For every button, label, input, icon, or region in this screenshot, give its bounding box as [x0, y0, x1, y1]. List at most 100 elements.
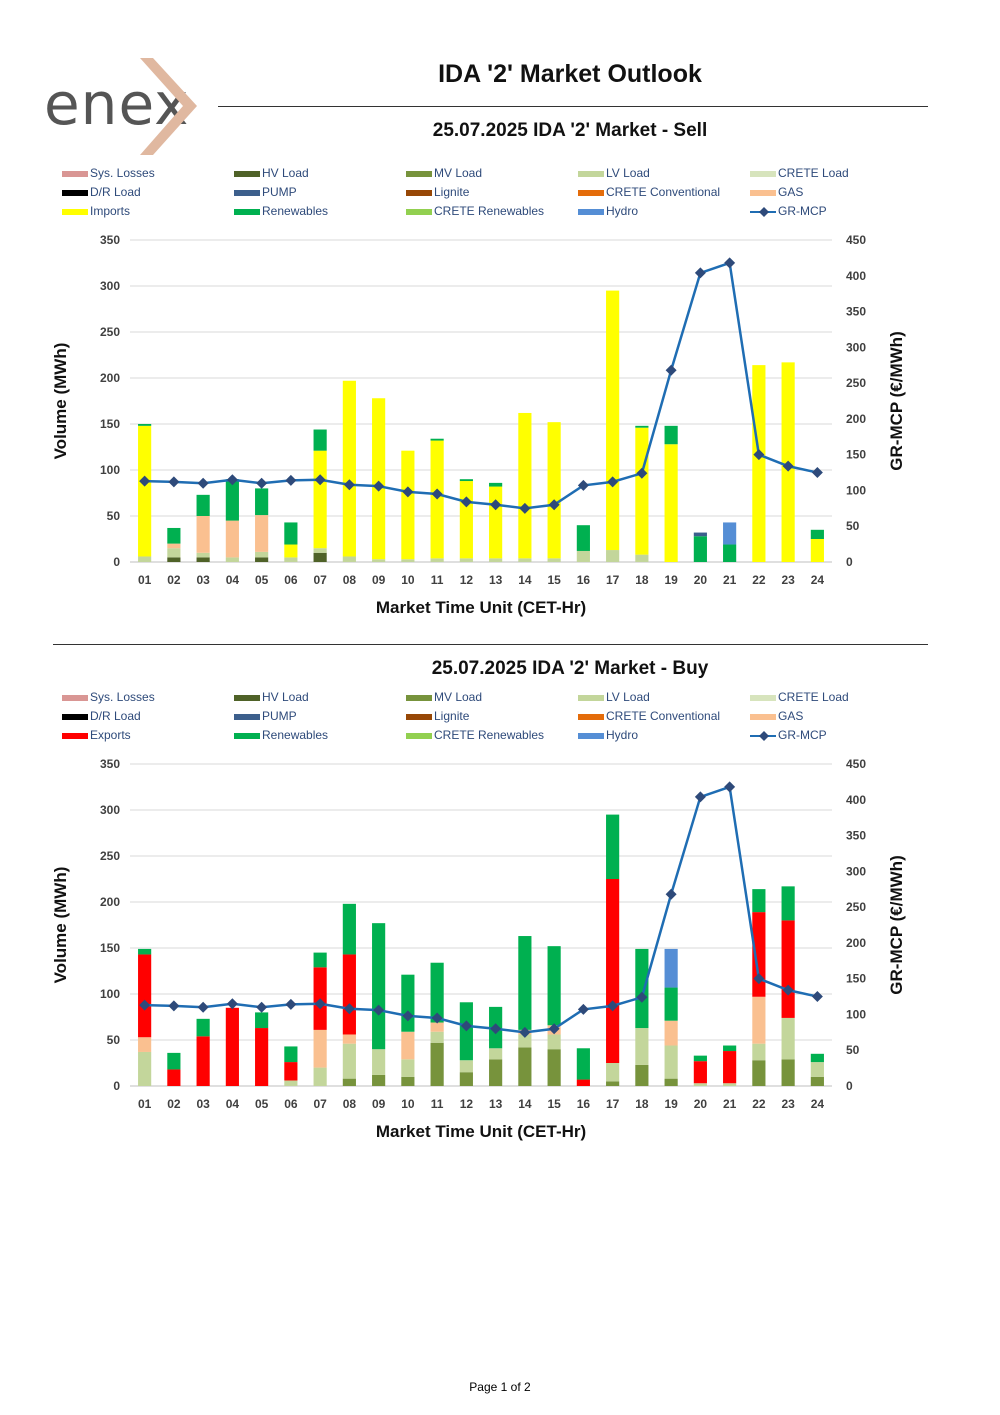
legend-swatch: [750, 170, 776, 177]
y-axis-label: Volume (MWh): [51, 867, 70, 984]
x-tick-label: 13: [489, 1097, 503, 1111]
y-tick-label: 300: [100, 803, 120, 817]
buy-gr-mcp-point-21: [724, 781, 736, 793]
x-tick-label: 13: [489, 573, 503, 587]
buy-legend-item-mv-load: MV Load: [406, 690, 482, 704]
sell-bar-imports-18: [635, 427, 649, 555]
buy-legend-item-crete-renewables: CRETE Renewables: [406, 728, 544, 742]
y-tick-label: 50: [107, 509, 121, 523]
x-tick-label: 19: [664, 1097, 678, 1111]
legend-label: CRETE Renewables: [434, 728, 545, 742]
buy-bar-mv-load-22: [752, 1060, 766, 1086]
sell-bar-renewables-02: [167, 527, 181, 544]
sell-bar-gas-04: [225, 520, 239, 558]
sell-bar-renewables-24: [810, 529, 824, 539]
legend-label: CRETE Load: [778, 690, 849, 704]
sell-legend-item-crete-load: CRETE Load: [750, 166, 849, 180]
legend-swatch: [406, 713, 432, 720]
sell-gr-mcp-point-14: [519, 502, 531, 514]
legend-swatch: [234, 713, 260, 720]
y-tick-label: 350: [100, 233, 120, 247]
x-tick-label: 15: [547, 1097, 561, 1111]
x-tick-label: 10: [401, 1097, 415, 1111]
y-tick-label: 350: [100, 757, 120, 771]
y2-tick-label: 300: [846, 864, 866, 878]
sell-bar-imports-17: [606, 290, 620, 551]
legend-label: Hydro: [606, 204, 639, 218]
sell-bar-lv-load-10: [401, 559, 415, 562]
buy-bar-renewables-15: [547, 946, 561, 1026]
legend-label: Renewables: [262, 204, 329, 218]
y2-tick-label: 100: [846, 1007, 866, 1021]
buy-gr-mcp-point-18: [636, 991, 648, 1003]
buy-gr-mcp-point-19: [665, 888, 677, 900]
y-tick-label: 0: [113, 1079, 120, 1093]
legend-label: LV Load: [606, 166, 650, 180]
y2-tick-label: 0: [846, 555, 853, 569]
buy-bar-lv-load-21: [723, 1083, 737, 1086]
buy-gr-mcp-point-06: [285, 998, 297, 1010]
y2-tick-label: 350: [846, 305, 866, 319]
buy-bar-lv-load-14: [518, 1034, 532, 1048]
sell-bar-lv-load-04: [225, 557, 239, 562]
buy-bar-renewables-21: [723, 1045, 737, 1052]
sell-bar-renewables-12: [459, 479, 473, 482]
legend-label: Imports: [90, 204, 131, 218]
sell-bar-imports-15: [547, 422, 561, 559]
buy-bar-lv-load-17: [606, 1063, 620, 1082]
sell-gr-mcp-point-03: [197, 477, 209, 489]
sell-bar-lv-load-03: [196, 552, 210, 558]
buy-legend-item-hv-load: HV Load: [234, 690, 309, 704]
buy-bar-renewables-10: [401, 974, 415, 1032]
y2-axis-label: GR-MCP (€/MWh): [887, 331, 906, 470]
legend-label: Sys. Losses: [90, 166, 155, 180]
legend-swatch: [750, 189, 776, 196]
legend-swatch: [406, 170, 432, 177]
y-axis-label: Volume (MWh): [51, 343, 70, 460]
sell-legend-item-lignite: Lignite: [406, 185, 469, 199]
buy-bar-renewables-05: [255, 1012, 269, 1029]
sell-bar-renewables-03: [196, 494, 210, 516]
legend-label: D/R Load: [90, 709, 141, 723]
x-tick-label: 12: [460, 573, 474, 587]
sell-gr-mcp-point-15: [548, 499, 560, 511]
sell-legend-item-hydro: Hydro: [578, 204, 638, 218]
x-tick-label: 18: [635, 573, 649, 587]
legend-swatch: [62, 732, 88, 739]
y-tick-label: 50: [107, 1033, 121, 1047]
buy-bar-gas-08: [342, 1034, 356, 1044]
buy-bar-lv-load-08: [342, 1043, 356, 1079]
buy-legend-item-lv-load: LV Load: [578, 690, 650, 704]
legend-label: PUMP: [262, 709, 297, 723]
buy-gr-mcp-point-22: [753, 973, 765, 985]
x-tick-label: 24: [811, 573, 825, 587]
legend-label: HV Load: [262, 690, 309, 704]
buy-bar-exports-21: [723, 1051, 737, 1084]
legend-swatch: [406, 208, 432, 215]
buy-bar-exports-01: [138, 954, 152, 1038]
x-tick-label: 20: [694, 1097, 708, 1111]
sell-chart-title: 25.07.2025 IDA '2' Market - Sell: [432, 120, 708, 141]
buy-bar-mv-load-19: [664, 1078, 678, 1086]
sell-bar-lv-load-01: [138, 556, 152, 562]
legend-swatch: [406, 732, 432, 739]
sell-bar-hv-load-05: [255, 557, 269, 562]
buy-bar-exports-06: [284, 1062, 298, 1081]
buy-bar-mv-load-13: [489, 1059, 503, 1086]
legend-label: HV Load: [262, 166, 309, 180]
x-tick-label: 02: [167, 573, 181, 587]
x-tick-label: 09: [372, 1097, 386, 1111]
legend-swatch: [234, 732, 260, 739]
sell-gr-mcp-point-08: [343, 479, 355, 491]
buy-bar-mv-load-15: [547, 1049, 561, 1086]
buy-legend-item-gr-mcp: GR-MCP: [750, 728, 827, 742]
buy-bar-renewables-06: [284, 1046, 298, 1063]
y2-tick-label: 200: [846, 412, 866, 426]
sell-bar-hv-load-02: [167, 557, 181, 562]
x-tick-label: 06: [284, 573, 298, 587]
legend-label: Lignite: [434, 709, 470, 723]
y-tick-label: 300: [100, 279, 120, 293]
x-tick-label: 08: [343, 573, 357, 587]
x-tick-label: 12: [460, 1097, 474, 1111]
buy-bar-renewables-08: [342, 903, 356, 955]
